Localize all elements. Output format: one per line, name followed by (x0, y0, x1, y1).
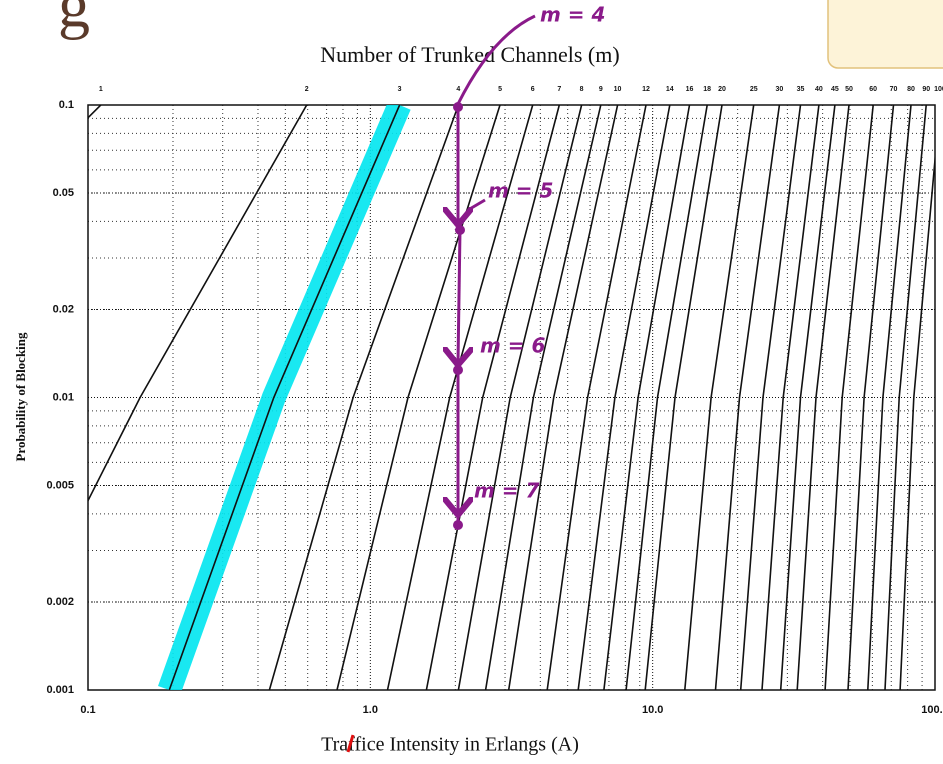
channel-label: 35 (797, 86, 805, 93)
channel-label: 18 (703, 86, 711, 93)
x-tick-label: 1.0 (363, 704, 378, 716)
channel-label: 2 (305, 86, 309, 93)
channel-label: 80 (907, 86, 915, 93)
channel-label: 12 (642, 86, 650, 93)
annotation: m = 6 (480, 334, 546, 358)
annotation: m = 5 (488, 179, 553, 203)
lines (88, 105, 935, 690)
curve (867, 105, 912, 690)
curve (168, 105, 401, 690)
curve (336, 105, 501, 690)
curve (779, 105, 836, 690)
labels: 0.1 1.0 10.0 100.0 0.1 0.05 0.02 0.01 0.005 0.002… (46, 86, 943, 716)
annotation-arrow (458, 229, 460, 362)
curve (899, 150, 935, 690)
channel-label: 10 (614, 86, 622, 93)
header-fragment: g (58, 0, 90, 41)
note-box (827, 0, 943, 69)
y-tick-label: 0.05 (53, 187, 74, 199)
channel-label: 7 (557, 86, 561, 93)
curve (268, 105, 460, 690)
curve (507, 105, 619, 690)
channel-label: 14 (666, 86, 674, 93)
x-tick-label: 100.0 (921, 704, 943, 716)
channel-label: 8 (580, 86, 584, 93)
plot-frame (87, 104, 936, 691)
correction-mark (346, 734, 355, 753)
channel-label: 40 (815, 86, 823, 93)
y-tick-label: 0.005 (46, 479, 74, 491)
channel-label: 16 (686, 86, 694, 93)
channel-label: 3 (398, 86, 402, 93)
channel-label: 1 (99, 86, 103, 93)
annotation: m = 7 (474, 479, 540, 503)
annotation-stroke (467, 198, 486, 212)
annotation-stroke (456, 14, 536, 105)
annotation-dot (453, 520, 463, 530)
curve (884, 105, 927, 690)
channel-label: 90 (922, 86, 930, 93)
chart-title: Number of Trunked Channels (m) (320, 42, 619, 67)
channel-label: 30 (775, 86, 783, 93)
y-tick-label: 0.1 (59, 99, 74, 111)
curve (457, 105, 583, 690)
annotation: m = 4 (540, 3, 605, 27)
channel-label: 9 (599, 86, 603, 93)
channel-label: 25 (750, 86, 758, 93)
annotation-dot (453, 102, 463, 112)
channel-label: 6 (531, 86, 535, 93)
curve (847, 105, 895, 690)
curve (577, 105, 671, 690)
channel-label: 60 (869, 86, 877, 93)
y-axis-label: Probability of Blocking (13, 332, 28, 462)
curve (546, 105, 647, 690)
channel-label: 50 (845, 86, 853, 93)
y-tick-label: 0.01 (53, 391, 74, 403)
curve (684, 105, 755, 690)
channel-label: 100 (934, 86, 943, 93)
y-tick-label: 0.001 (46, 684, 74, 696)
annotations: m = 4 m = 5 m = 6 m = 7 (453, 3, 605, 530)
y-tick-label: 0.002 (46, 596, 74, 608)
channel-label: 4 (456, 86, 460, 93)
curve (739, 105, 802, 690)
curve (796, 105, 850, 690)
channel-label: 70 (890, 86, 898, 93)
x-tick-label: 10.0 (642, 704, 663, 716)
x-tick-label: 0.1 (80, 704, 95, 716)
curve (484, 105, 602, 690)
curve (761, 105, 820, 690)
channel-label: 20 (718, 86, 726, 93)
curve (88, 105, 308, 503)
channel-label: 45 (831, 86, 839, 93)
curve (425, 105, 561, 690)
curve (603, 105, 691, 690)
curve (824, 105, 874, 690)
x-axis-label: Traffice Intensity in Erlangs (A) (321, 734, 579, 756)
annotation-dot (455, 225, 465, 235)
curve (644, 105, 723, 690)
annotation-dot (453, 365, 463, 375)
curve (386, 105, 534, 690)
curve (625, 105, 708, 690)
y-tick-label: 0.02 (53, 303, 74, 315)
curve (714, 105, 781, 690)
channel-label: 5 (498, 86, 502, 93)
